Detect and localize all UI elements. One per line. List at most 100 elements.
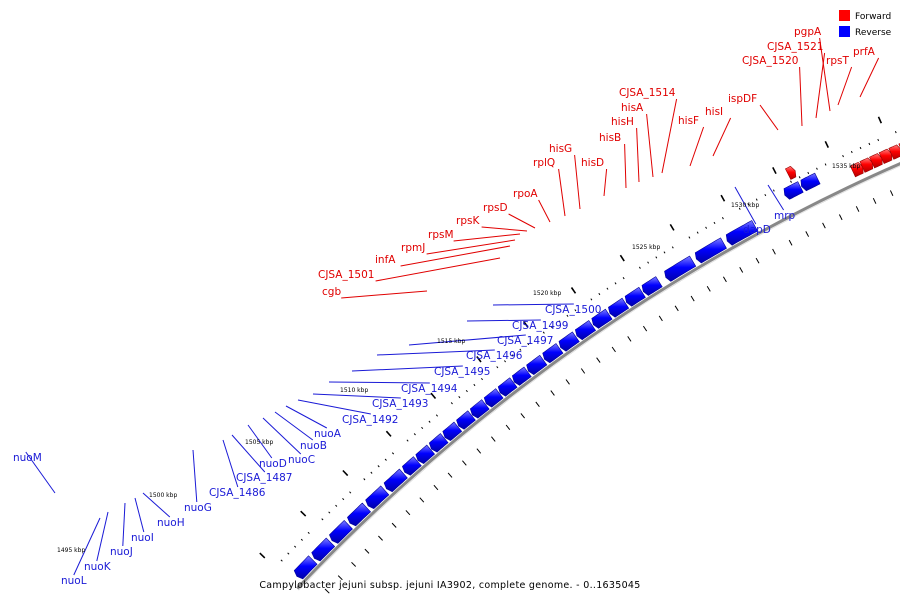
genome-backbone [296,162,900,591]
tick-mark [565,379,570,385]
tick-mark [419,497,425,503]
gene-label-hisg[interactable]: hisG [549,143,572,155]
tick-mark [287,552,290,555]
tick-mark [755,198,758,201]
forward-gene-block [888,144,900,160]
reverse-gene-block [347,502,372,527]
gene-label-prfa[interactable]: prfA [853,46,876,58]
tick-mark [384,458,387,461]
gene-label-rpst[interactable]: rpsT [826,55,849,67]
tick-marks [259,116,897,594]
gene-label-cjsa-1493[interactable]: CJSA_1493 [372,398,428,410]
gene-label-nuoj[interactable]: nuoJ [110,546,133,558]
tick-mark [894,131,897,134]
label-leader-line [689,126,705,167]
gene-label-nuom[interactable]: nuoM [13,452,42,464]
label-leader-line [646,113,654,178]
tick-mark [614,282,617,285]
tick-mark [294,545,297,548]
label-leader-line [376,349,495,356]
gene-label-nuod[interactable]: nuoD [259,458,287,470]
gene-label-cjsa-1520[interactable]: CJSA_1520 [742,55,798,67]
tick-mark [503,360,507,363]
tick-mark [877,138,880,142]
gene-label-nuok[interactable]: nuoK [84,561,112,573]
backbone-highlight [298,165,900,591]
gene-label-cjsa-1497[interactable]: CJSA_1497 [497,335,553,347]
tick-mark [755,257,760,264]
tick-mark [476,448,482,454]
gene-label-hisf[interactable]: hisF [678,115,699,127]
gene-label-cjsa-1499[interactable]: CJSA_1499 [512,320,568,332]
label-leader-line [297,399,371,415]
label-leader-line [351,365,463,372]
tick-mark [772,167,777,175]
tick-mark [349,491,352,494]
gene-label-cjsa-1486[interactable]: CJSA_1486 [209,487,266,499]
tick-mark [638,266,641,269]
tick-mark [788,239,793,246]
tick-mark [435,414,438,417]
gene-label-nuoh[interactable]: nuoH [157,517,185,529]
gene-label-rpoa[interactable]: rpoA [513,188,538,200]
tick-mark [747,203,750,206]
tick-mark [738,207,741,210]
forward-gene-block [785,165,797,180]
gene-label-dapd[interactable]: dapD [743,224,771,236]
gene-label-cjsa-1487[interactable]: CJSA_1487 [236,472,292,484]
tick-mark [772,248,776,255]
gene-label-hisb[interactable]: hisB [599,132,621,144]
tick-mark [335,504,338,507]
gene-label-hisi[interactable]: hisI [705,106,723,118]
gene-label-pgpa[interactable]: pgpA [794,26,822,38]
tick-mark [739,267,744,273]
tick-mark [511,354,514,357]
label-leader-line [799,66,803,127]
tick-mark [570,287,577,294]
gene-label-cjsa-1494[interactable]: CJSA_1494 [401,383,458,395]
gene-label-nuoi[interactable]: nuoI [131,532,154,544]
gene-label-rpsk[interactable]: rpsK [456,215,480,227]
tick-mark [598,292,601,296]
gene-label-cgb[interactable]: cgb [322,286,341,298]
gene-label-hish[interactable]: hisH [611,116,634,128]
gene-label-hisa[interactable]: hisA [621,102,644,114]
position-labels: 1495 kbp 1500 kbp 1505 kbp 1510 kbp 1515 kbp… [57,163,860,554]
gene-label-cjsa-1521[interactable]: CJSA_1521 [767,41,823,53]
tick-mark [496,366,499,369]
tick-mark [378,535,383,541]
gene-label-nuob[interactable]: nuoB [300,440,327,452]
position-label: 1520 kbp [533,290,561,297]
tick-mark [596,357,601,363]
gene-label-nuoa[interactable]: nuoA [314,428,342,440]
gene-label-cjsa-1492[interactable]: CJSA_1492 [342,414,398,426]
forward-gene-block [878,148,893,164]
tick-mark [688,236,691,239]
gene-label-cjsa-1514[interactable]: CJSA_1514 [619,87,676,99]
gene-label-rplq[interactable]: rplQ [533,157,555,169]
reverse-gene-block [800,172,821,192]
gene-label-ispdf[interactable]: ispDF [728,93,757,105]
label-leader-line [508,213,536,229]
gene-label-rpsm[interactable]: rpsM [428,229,454,241]
gene-label-cjsa-1500[interactable]: CJSA_1500 [545,304,601,316]
gene-label-cjsa-1495[interactable]: CJSA_1495 [434,366,490,378]
gene-label-infa[interactable]: infA [375,254,396,266]
tick-mark [307,531,310,534]
gene-label-mrp[interactable]: mrp [774,210,796,222]
gene-label-hisd[interactable]: hisD [581,157,604,169]
gene-label-cjsa-1501[interactable]: CJSA_1501 [318,269,374,281]
tick-mark [790,180,792,183]
label-leader-line [492,303,574,306]
reverse-gene-block [574,320,597,341]
tick-mark [627,336,632,342]
gene-label-rpmj[interactable]: rpmJ [401,242,425,254]
gene-label-nuoc[interactable]: nuoC [288,454,315,466]
label-leader-line [859,57,880,98]
gene-label-cjsa-1496[interactable]: CJSA_1496 [466,350,523,362]
gene-label-nuol[interactable]: nuoL [61,575,87,587]
gene-label-nuog[interactable]: nuoG [184,502,212,514]
gene-label-rpsd[interactable]: rpsD [483,202,508,214]
tick-mark [713,221,716,225]
